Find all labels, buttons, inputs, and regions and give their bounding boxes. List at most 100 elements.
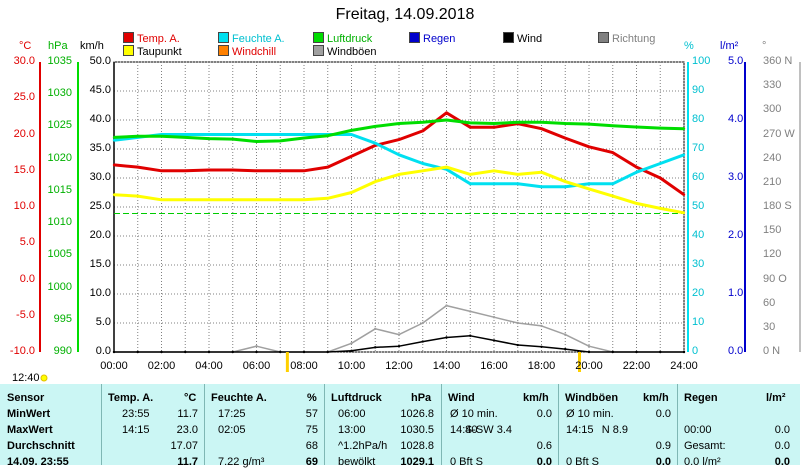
tick-deg: 300 [763,103,782,116]
table-cell: 1028.8 [400,440,434,452]
legend-swatch [313,45,324,56]
table-cell: 1030.5 [400,424,434,436]
data-point [207,350,211,354]
tick-hpa: 1020 [47,151,72,164]
data-point [136,165,139,169]
data-point [326,197,329,200]
data-point [564,180,567,183]
data-point [469,334,472,337]
data-point [350,133,353,136]
tick-temp: 0.0 [19,272,35,285]
table-cell: 0.0 l/m² [684,456,721,468]
data-point [350,349,353,353]
table-cell: 0.0 [536,408,552,420]
unit-pct: % [684,40,694,52]
data-point [136,194,139,198]
data-point [635,202,638,205]
tick-x: 00:00 [100,360,128,372]
header-gust: Windböen [565,392,619,404]
data-point [184,136,187,139]
data-point [492,316,496,319]
column-divider [441,384,442,465]
tick-rain: 5.0 [728,55,744,67]
legend-swatch [598,32,609,43]
data-point [540,345,543,348]
tick-hpa: 1025 [47,119,72,132]
data-point [302,133,306,136]
data-point [587,345,591,348]
tick-temp: 30.0 [13,55,35,67]
table-cell: 1026.8 [400,408,434,420]
legend-label: Windböen [327,46,377,58]
data-point [682,153,686,156]
chart-title: Freitag, 14.09.2018 [335,6,475,23]
column-divider [101,384,102,465]
sunrise-time: 12:40 [12,372,40,384]
table-cell: 0 Bft S [566,456,600,468]
legend-swatch [313,32,324,43]
table-cell: Ø 10 min. [450,408,498,420]
tick-x: 10:00 [337,360,366,372]
weather-chart [39,61,801,382]
tick-kmh: 30.0 [89,171,111,183]
table-cell: 0.9 [655,440,671,452]
data-point [207,198,211,201]
data-point [397,173,401,176]
table-cell: 0.6 [536,440,552,452]
data-point [682,211,686,214]
data-point [635,165,638,169]
legend-dewpoint: Taupunkt [123,45,182,58]
tick-deg: 180 S [763,200,792,212]
legend-swatch [503,32,514,43]
unit-hpa: hPa [48,40,68,52]
data-point [682,127,686,130]
tick-kmh: 35.0 [89,142,111,154]
data-point [350,129,353,132]
tick-kmh: 5.0 [95,316,111,328]
data-point [564,136,567,140]
tick-deg: 120 [763,248,782,261]
column-divider [677,384,678,465]
data-point [374,346,377,349]
tick-x: 08:00 [290,360,318,372]
data-point [516,121,519,124]
data-point [421,162,424,165]
legend-pressure: Luftdruck [313,32,372,45]
table-cell: MinWert [7,408,51,420]
data-point [492,339,496,342]
tick-hpa: 1000 [47,280,72,293]
data-point [207,168,211,172]
data-point [516,173,519,176]
sunrise-marker [40,374,48,382]
data-point [492,122,496,125]
table-cell: 0.0 [655,456,671,468]
tick-deg: 60 [763,296,776,309]
data-point [207,137,211,140]
data-point [516,343,519,347]
header-wind-unit: km/h [523,392,549,404]
data-point [255,345,258,348]
tick-pct: 60 [692,171,705,183]
data-point [659,126,662,130]
table-cell: S-SW 3.4 [464,424,512,436]
unit-temp: °C [19,40,32,52]
tick-temp: -5.0 [16,308,35,321]
tick-kmh: 25.0 [89,200,111,212]
data-point [469,182,472,185]
table-cell: 13:00 [338,424,366,436]
data-point [492,169,496,172]
legend-swatch [218,45,229,56]
header-wind: Wind [448,392,475,404]
data-point [350,191,353,194]
column-divider [558,384,559,465]
tick-kmh: 10.0 [89,287,111,299]
data-point [326,165,329,169]
data-point [397,345,401,348]
data-point [302,350,306,354]
data-point [564,347,567,351]
data-point [587,182,591,185]
data-point [112,136,116,139]
tick-rain: 0.0 [728,345,744,357]
data-point [255,140,258,143]
summary-table: Sensor Temp. A. °C Feuchte A. % Luftdruc… [0,384,800,468]
